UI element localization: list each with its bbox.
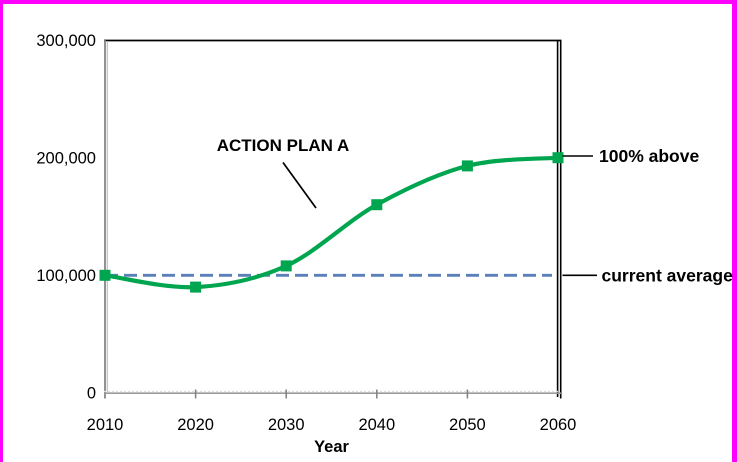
label-100-above: 100% above bbox=[599, 146, 699, 166]
x-tick-label: 2020 bbox=[177, 416, 214, 434]
annotation-action-plan-a: ACTION PLAN A bbox=[217, 136, 350, 155]
x-tick-label: 2010 bbox=[87, 416, 124, 434]
x-axis-title: Year bbox=[314, 438, 349, 456]
x-tick-marks bbox=[194, 389, 469, 399]
series-marker bbox=[461, 160, 473, 172]
y-tick-label: 300,000 bbox=[36, 32, 96, 50]
series-marker bbox=[99, 269, 111, 281]
x-tick-label: 2030 bbox=[268, 416, 305, 434]
y-tick-label: 100,000 bbox=[36, 267, 96, 285]
series-action-plan-a bbox=[99, 152, 564, 293]
x-tick-label: 2050 bbox=[449, 416, 486, 434]
x-tick-label: 2040 bbox=[358, 416, 395, 434]
frame-border-left bbox=[0, 0, 3, 462]
series-marker bbox=[280, 260, 292, 272]
x-tick-label: 2060 bbox=[540, 416, 577, 434]
series-marker bbox=[190, 281, 202, 293]
label-current-average: current average bbox=[602, 265, 734, 285]
y-tick-label: 200,000 bbox=[36, 150, 96, 168]
series-marker bbox=[371, 199, 383, 211]
series-marker bbox=[552, 152, 564, 164]
annotation-leader-line bbox=[282, 162, 317, 209]
frame-border-top bbox=[0, 0, 737, 4]
series-line bbox=[102, 155, 561, 290]
y-tick-label: 0 bbox=[87, 385, 96, 403]
frame-border-right bbox=[732, 0, 737, 462]
